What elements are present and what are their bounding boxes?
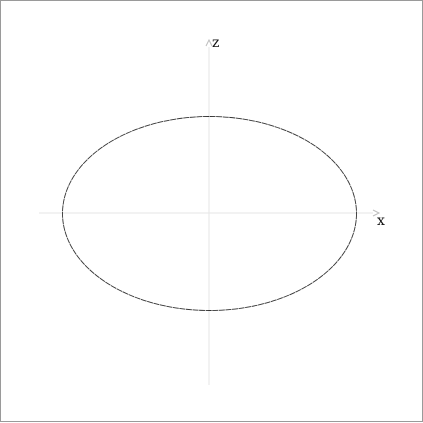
z-axis-label: z: [212, 35, 219, 51]
z-axis-arrow: [205, 38, 213, 47]
ellipse-curve: [62, 116, 357, 311]
x-axis-label: x: [377, 213, 385, 229]
x-axis-arrow: [372, 209, 381, 217]
